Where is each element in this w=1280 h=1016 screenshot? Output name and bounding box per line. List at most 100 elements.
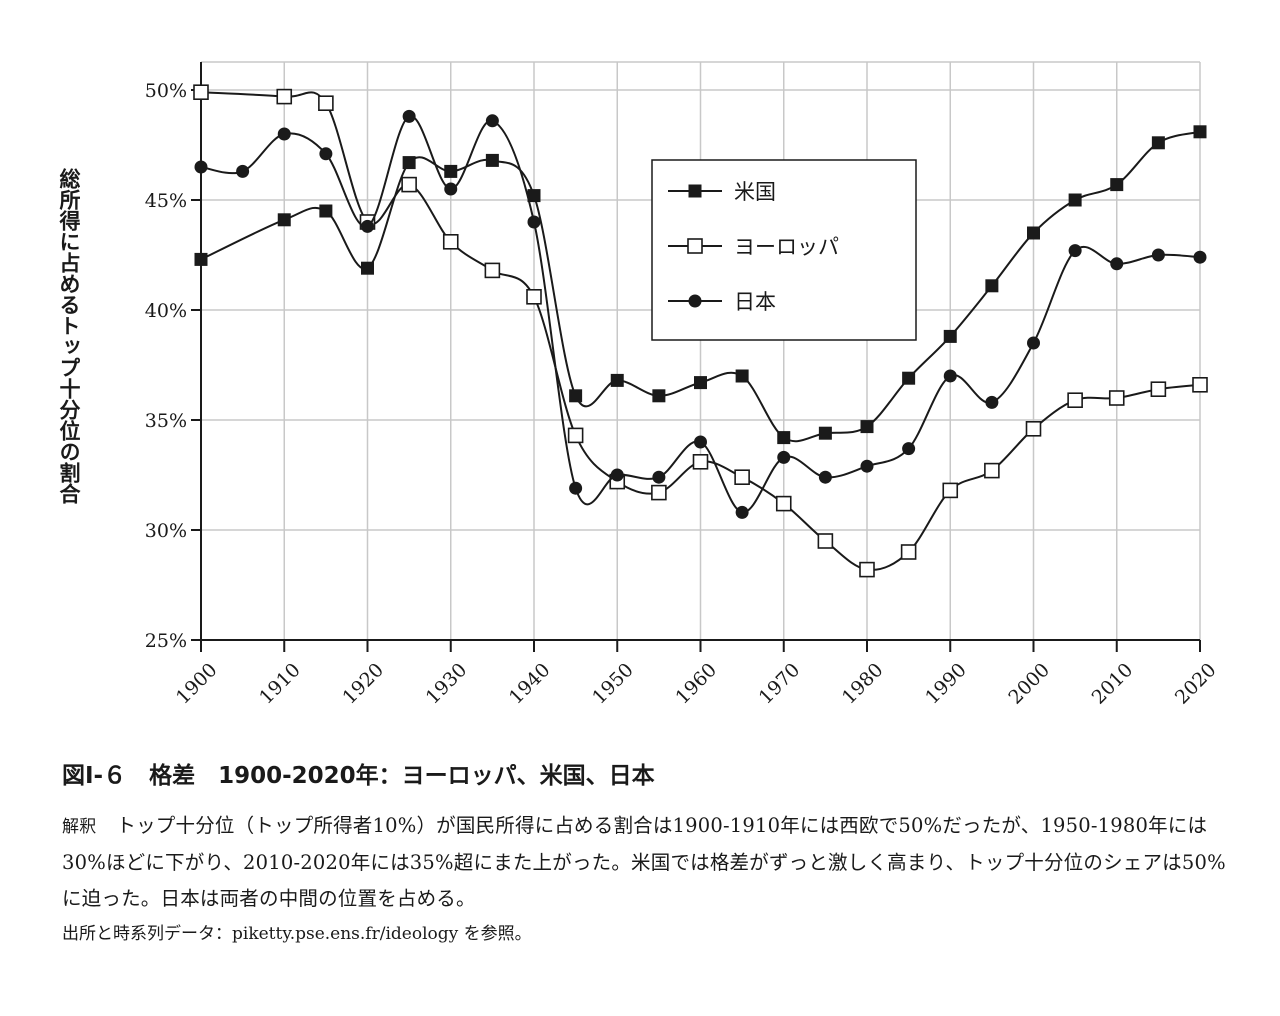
data-point-japan <box>402 109 416 123</box>
figure-title: 図Ⅰ-６ 格差 1900-2020年：ヨーロッパ、米国、日本 <box>62 763 655 789</box>
data-point-usa <box>943 329 957 343</box>
data-point-usa <box>1193 125 1207 139</box>
data-point-usa <box>527 189 541 203</box>
legend-marker-japan <box>688 294 702 308</box>
x-tick-label: 2000 <box>1004 659 1054 709</box>
axes <box>191 62 1201 652</box>
data-point-usa <box>444 164 458 178</box>
y-tick-label: 30% <box>145 520 187 542</box>
series-europe <box>193 84 1208 578</box>
data-point-usa <box>694 376 707 390</box>
data-point-japan <box>194 160 208 174</box>
data-point-japan <box>860 459 874 473</box>
data-point-japan <box>985 395 999 409</box>
legend-label-japan: 日本 <box>734 290 776 314</box>
x-tick-label: 1970 <box>755 659 805 709</box>
data-point-japan <box>1027 336 1040 350</box>
data-point-usa <box>818 426 832 440</box>
source-note: 出所と時系列データ：piketty.pse.ens.fr/ideology を参… <box>62 924 532 944</box>
data-point-europe <box>817 533 834 549</box>
data-point-japan <box>735 505 749 519</box>
data-point-japan <box>1110 257 1124 271</box>
data-point-usa <box>1027 226 1040 240</box>
figure-caption: 図Ⅰ-６ 格差 1900-2020年：ヨーロッパ、米国、日本 解釈 トップ十分位（… <box>62 756 1232 944</box>
data-point-japan <box>319 147 333 161</box>
data-point-usa <box>860 420 874 434</box>
line-chart: 25%30%35%40%45%50% 1900 1910 1920 1930 1940 1… <box>145 61 1221 709</box>
data-point-usa <box>902 371 916 385</box>
legend-label-usa: 米国 <box>734 180 776 204</box>
x-tick-label: 2010 <box>1088 659 1138 709</box>
y-axis-label: 総所得に占めるトップ十分位の割合 <box>57 168 81 504</box>
data-point-europe <box>900 544 917 560</box>
data-point-japan <box>1151 248 1165 262</box>
data-point-usa <box>402 156 416 170</box>
data-point-japan <box>652 470 666 484</box>
x-tick-label: 1990 <box>921 659 971 709</box>
data-point-japan <box>818 470 832 484</box>
data-point-europe <box>692 453 709 470</box>
interpretation-body: トップ十分位（トップ所得者10%）が国民所得に占める割合は1900-1910年に… <box>62 814 1226 910</box>
series-japan <box>194 109 1207 519</box>
y-tick-label: 45% <box>145 190 187 212</box>
data-point-europe <box>734 469 750 486</box>
data-point-japan <box>943 369 957 383</box>
data-point-europe <box>1192 376 1208 393</box>
x-tick-label: 1930 <box>422 659 472 709</box>
y-tick-label: 35% <box>145 410 187 432</box>
legend-marker-europe <box>687 238 703 254</box>
data-point-usa <box>777 431 791 445</box>
data-point-europe <box>651 484 667 501</box>
series <box>193 84 1208 578</box>
legend-marker-usa <box>688 184 702 198</box>
legend-label-europe: ヨーロッパ <box>734 235 839 259</box>
data-point-japan <box>361 219 374 233</box>
x-tick-label: 1910 <box>255 659 305 709</box>
data-point-europe <box>276 88 293 105</box>
data-point-europe <box>984 462 1000 479</box>
data-point-japan <box>485 114 499 128</box>
data-point-europe <box>442 234 459 250</box>
x-tick-labels: 1900 1910 1920 1930 1940 1950 1960 1970 1980 1990… <box>172 659 1221 709</box>
data-point-europe <box>775 495 792 512</box>
data-point-japan <box>610 468 624 482</box>
interpretation-label: 解釈 <box>62 817 97 837</box>
data-point-usa <box>1110 178 1124 192</box>
data-point-japan <box>777 450 791 464</box>
data-point-usa <box>735 369 749 383</box>
x-tick-label: 1920 <box>338 659 388 709</box>
x-tick-label: 1900 <box>172 659 222 709</box>
x-tick-label: 1980 <box>838 659 888 709</box>
data-point-europe <box>484 262 501 279</box>
data-point-europe <box>1150 381 1167 398</box>
y-tick-label: 40% <box>145 300 187 322</box>
data-point-europe <box>401 176 417 193</box>
data-point-japan <box>527 215 541 229</box>
interpretation-text: 解釈 トップ十分位（トップ所得者10%）が国民所得に占める割合は1900-1910… <box>62 808 1232 917</box>
data-point-japan <box>1068 244 1082 258</box>
data-point-europe <box>1025 420 1042 437</box>
data-point-japan <box>277 127 291 141</box>
y-tick-labels: 25% 30% 35% 40% 45% 50% <box>145 80 187 652</box>
data-point-usa <box>319 204 333 218</box>
x-tick-label: 2020 <box>1171 659 1221 709</box>
x-tick-label: 1960 <box>671 659 721 709</box>
data-point-usa <box>569 389 583 403</box>
data-point-japan <box>569 481 583 495</box>
data-point-usa <box>361 261 374 275</box>
data-point-usa <box>194 252 208 266</box>
data-point-japan <box>236 164 250 178</box>
x-tick-label: 1940 <box>505 659 555 709</box>
data-point-europe <box>1108 390 1125 406</box>
x-tick-label: 1950 <box>588 659 638 709</box>
data-point-europe <box>193 84 209 100</box>
data-point-usa <box>277 213 291 227</box>
grid <box>201 61 1201 640</box>
data-point-usa <box>985 279 999 293</box>
data-point-europe <box>1067 392 1083 409</box>
data-point-europe <box>859 561 875 578</box>
data-point-usa <box>610 373 624 387</box>
data-point-usa <box>485 153 499 167</box>
data-point-japan <box>444 182 458 196</box>
